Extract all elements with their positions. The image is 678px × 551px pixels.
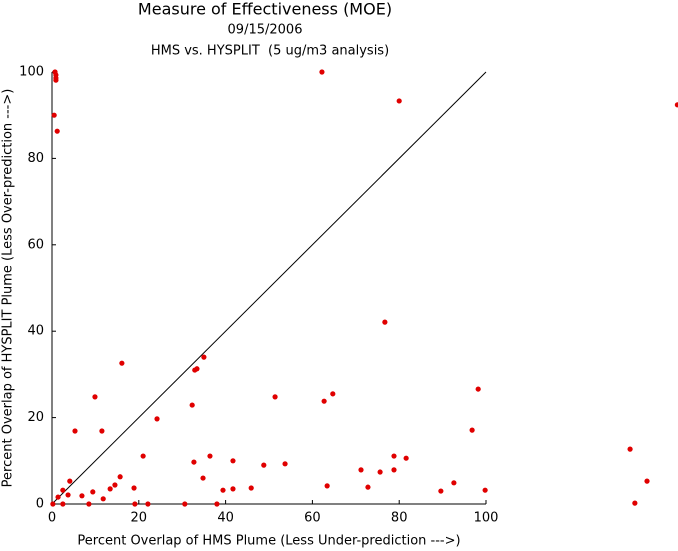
point: [145, 501, 151, 507]
point: [319, 69, 325, 75]
point: [72, 428, 78, 434]
point: [396, 98, 402, 104]
y-tick-label: 60: [27, 237, 44, 252]
point: [100, 496, 106, 502]
y-tick-label: 0: [36, 497, 44, 512]
point: [92, 394, 98, 400]
x-tick-label: 40: [217, 511, 234, 526]
point: [324, 483, 330, 489]
point: [201, 354, 207, 360]
point: [99, 428, 105, 434]
point: [112, 482, 118, 488]
point: [321, 398, 327, 404]
point: [451, 480, 457, 486]
point: [117, 474, 123, 480]
point: [50, 501, 56, 507]
point: [107, 486, 113, 492]
point: [131, 485, 137, 491]
point: [67, 478, 73, 484]
x-tick-label: 80: [391, 511, 408, 526]
point: [627, 446, 633, 452]
point: [282, 461, 288, 467]
point: [469, 427, 475, 433]
point: [438, 488, 444, 494]
point: [644, 478, 650, 484]
point: [248, 485, 254, 491]
chart-title: Measure of Effectiveness (MOE): [138, 0, 392, 19]
point: [191, 459, 197, 465]
point: [482, 487, 488, 493]
point: [475, 386, 481, 392]
point: [214, 501, 220, 507]
point: [60, 501, 66, 507]
point: [330, 391, 336, 397]
point: [54, 128, 60, 134]
x-tick-label: 60: [304, 511, 321, 526]
y-axis-label: Percent Overlap of HYSPLIT Plume (Less O…: [1, 89, 16, 488]
point: [365, 484, 371, 490]
y-tick-label: 100: [19, 65, 44, 80]
point: [200, 475, 206, 481]
x-tick-label: 0: [48, 511, 56, 526]
point: [632, 500, 638, 506]
chart-subtitle: HMS vs. HYSPLIT (5 ug/m3 analysis): [151, 44, 389, 59]
point: [53, 77, 59, 83]
point: [358, 467, 364, 473]
point: [403, 455, 409, 461]
point: [60, 487, 66, 493]
point: [194, 366, 200, 372]
point: [55, 494, 61, 500]
point: [189, 402, 195, 408]
point: [377, 469, 383, 475]
y-tick-label: 80: [27, 151, 44, 166]
point: [674, 102, 678, 108]
point: [90, 489, 96, 495]
x-axis-label: Percent Overlap of HMS Plume (Less Under…: [77, 534, 460, 549]
point: [182, 501, 188, 507]
point: [79, 493, 85, 499]
point: [261, 462, 267, 468]
diagonal: [51, 71, 487, 505]
y-tick-label: 20: [27, 410, 44, 425]
point: [119, 360, 125, 366]
point: [207, 453, 213, 459]
point: [154, 416, 160, 422]
y-tick-label: 40: [27, 324, 44, 339]
point: [382, 319, 388, 325]
point: [132, 501, 138, 507]
point: [391, 467, 397, 473]
point: [86, 501, 92, 507]
point: [220, 487, 226, 493]
point: [65, 492, 71, 498]
point: [140, 453, 146, 459]
point: [272, 394, 278, 400]
point: [51, 112, 57, 118]
x-tick-label: 100: [474, 511, 499, 526]
x-tick-label: 20: [131, 511, 148, 526]
chart-subtitle: 09/15/2006: [228, 23, 303, 38]
point: [391, 453, 397, 459]
point: [230, 458, 236, 464]
point: [230, 486, 236, 492]
